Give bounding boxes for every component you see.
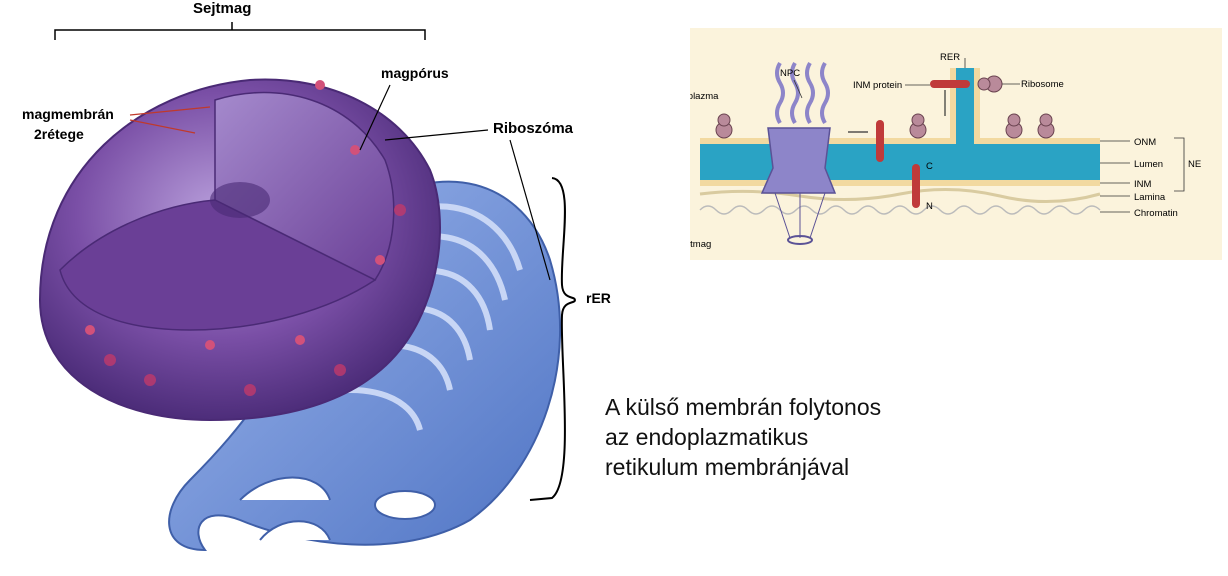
nucleus	[38, 78, 441, 422]
nucleus-er-illustration	[38, 22, 577, 552]
sejtmag-bracket	[54, 22, 426, 40]
magmembran-label-line2: 2rétege	[34, 126, 84, 142]
n-terminus-label: N	[926, 201, 933, 212]
nuclear-envelope-diagram: NPC INM protein RER Ribosome C N ONM Lum…	[690, 28, 1222, 260]
pointer-lines	[129, 84, 551, 281]
caption-line-3: retikulum membránjával	[605, 454, 850, 480]
caption-line-2: az endoplazmatikus	[605, 424, 809, 450]
onm-label: ONM	[1134, 137, 1156, 148]
lamina-label: Lamina	[1134, 192, 1166, 203]
lumen-label: Lumen	[1134, 159, 1163, 170]
inm-label: INM	[1134, 179, 1152, 190]
c-terminus-label: C	[926, 161, 933, 172]
sejtmag-label: Sejtmag	[193, 0, 252, 17]
magmembran-label-line1: magmembrán	[22, 106, 114, 122]
npc-label: NPC	[780, 68, 800, 79]
ne-label: NE	[1188, 159, 1201, 170]
sejtmag-small-label: sejtmag	[690, 239, 711, 250]
npc	[760, 61, 837, 245]
rer-label: rER	[586, 290, 611, 306]
riboszoma-label: Riboszóma	[493, 120, 574, 137]
rer-brace	[529, 177, 577, 501]
rer-small-label: RER	[940, 52, 960, 63]
magporus-label: magpórus	[381, 65, 449, 81]
ribosome-label: Ribosome	[1021, 79, 1064, 90]
inm-protein-label: INM protein	[853, 80, 902, 91]
inm-protein-1	[876, 120, 884, 162]
inm-protein-2	[912, 164, 920, 208]
inm-protein-er	[930, 80, 970, 88]
caption-line-1: A külső membrán folytonos	[605, 394, 882, 420]
citoplazma-label: citoplazma	[690, 91, 719, 102]
caption: A külső membrán folytonos az endoplazmat…	[605, 392, 881, 482]
chromatin-label: Chromatin	[1134, 208, 1178, 219]
ribosomes	[715, 75, 1055, 139]
